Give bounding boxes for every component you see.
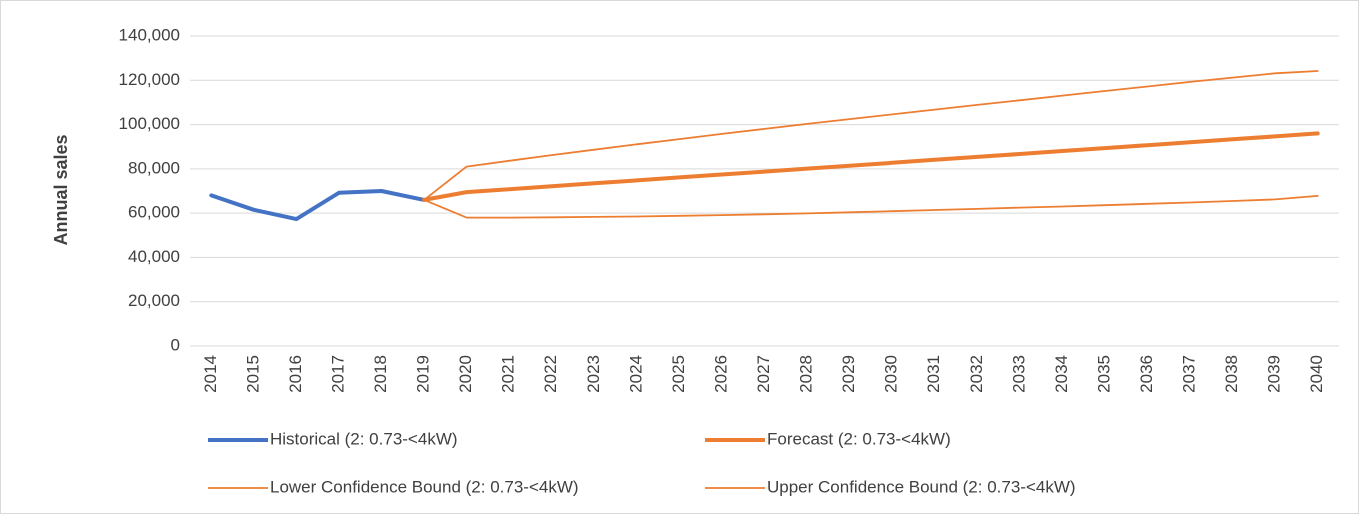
x-tick-label: 2025 — [669, 355, 688, 393]
x-tick-label: 2021 — [499, 355, 518, 393]
y-tick-label: 20,000 — [128, 291, 180, 310]
x-tick-label: 2014 — [201, 355, 220, 393]
series-line — [422, 131, 1320, 202]
y-tick-label: 60,000 — [128, 203, 180, 222]
series-line — [423, 70, 1319, 201]
x-tick-label: 2035 — [1094, 355, 1113, 393]
y-tick-label: 120,000 — [119, 70, 180, 89]
x-tick-label: 2027 — [754, 355, 773, 393]
x-tick-label: 2018 — [371, 355, 390, 393]
y-tick-label: 0 — [171, 335, 180, 354]
x-tick-label: 2019 — [414, 355, 433, 393]
x-tick-label: 2037 — [1180, 355, 1199, 393]
x-tick-label: 2038 — [1222, 355, 1241, 393]
x-tick-label: 2022 — [541, 355, 560, 393]
x-tick-label: 2017 — [328, 355, 347, 393]
x-tick-label: 2028 — [797, 355, 816, 393]
y-tick-label: 140,000 — [119, 25, 180, 44]
y-tick-label: 40,000 — [128, 247, 180, 266]
x-tick-label: 2036 — [1137, 355, 1156, 393]
legend-label: Upper Confidence Bound (2: 0.73-<4kW) — [767, 477, 1076, 496]
x-tick-label: 2024 — [626, 355, 645, 393]
x-tick-label: 2033 — [1009, 355, 1028, 393]
x-tick-label: 2016 — [286, 355, 305, 393]
legend-label: Forecast (2: 0.73-<4kW) — [767, 429, 951, 448]
series-line — [209, 189, 427, 222]
x-tick-label: 2015 — [243, 355, 262, 393]
x-tick-label: 2039 — [1265, 355, 1284, 393]
x-tick-label: 2040 — [1307, 355, 1326, 393]
legend-label: Lower Confidence Bound (2: 0.73-<4kW) — [270, 477, 579, 496]
y-axis-title: Annual sales — [51, 134, 71, 245]
x-tick-label: 2029 — [839, 355, 858, 393]
legend-label: Historical (2: 0.73-<4kW) — [270, 429, 458, 448]
x-tick-label: 2031 — [924, 355, 943, 393]
x-tick-label: 2030 — [882, 355, 901, 393]
x-tick-label: 2034 — [1052, 355, 1071, 393]
x-tick-label: 2023 — [584, 355, 603, 393]
x-tick-label: 2032 — [967, 355, 986, 393]
series-line — [423, 195, 1319, 219]
y-tick-label: 80,000 — [128, 158, 180, 177]
y-tick-label: 100,000 — [119, 114, 180, 133]
x-tick-label: 2026 — [711, 355, 730, 393]
x-tick-label: 2020 — [456, 355, 475, 393]
